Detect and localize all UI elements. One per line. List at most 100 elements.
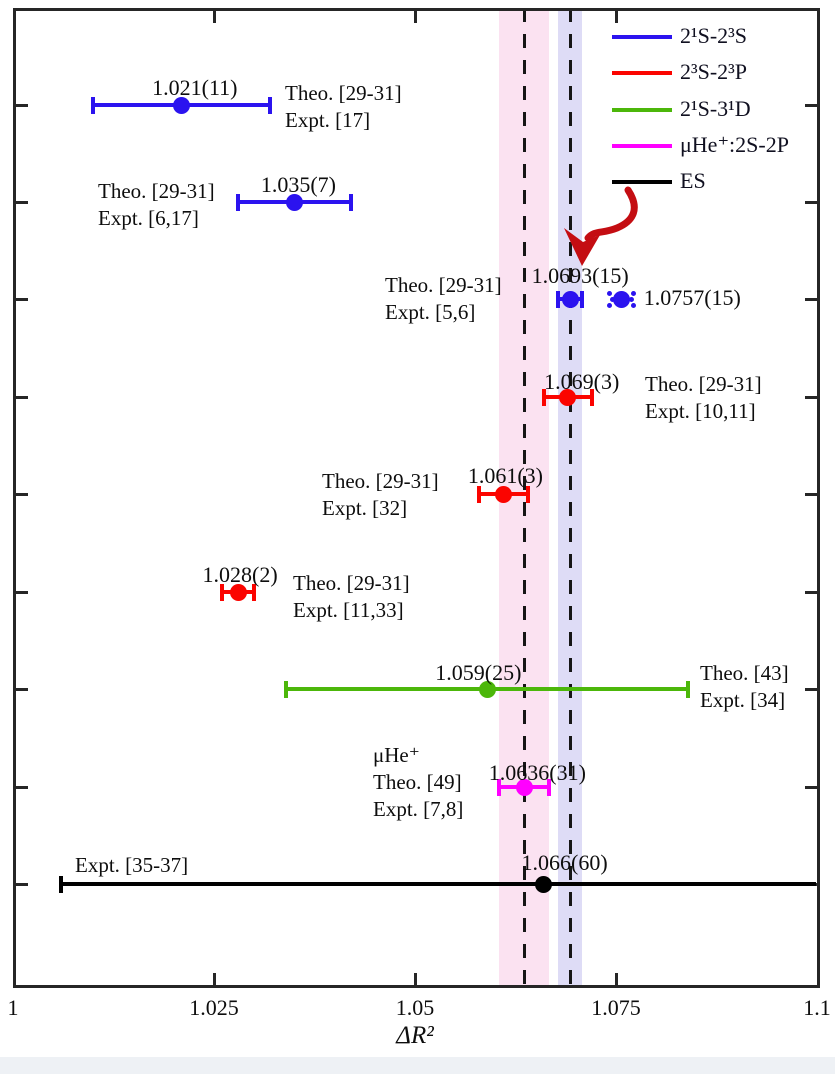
- side-label-line: Expt. [34]: [700, 688, 786, 712]
- errorbar-cap: [348, 193, 353, 211]
- y-tick: [805, 297, 817, 301]
- side-label-line: Expt. [32]: [322, 496, 408, 520]
- side-label-line: Theo. [29-31]: [285, 81, 402, 105]
- reference-side-label: Theo. [29-31] Expt. [10,11]: [645, 371, 762, 425]
- errorbar-cap-dotted: [631, 290, 637, 308]
- side-label-line: Theo. [29-31]: [322, 469, 439, 493]
- y-tick: [16, 687, 28, 691]
- errorbar-cap: [525, 485, 530, 503]
- x-tick-label: 1.1: [803, 995, 831, 1020]
- errorbar-cap: [541, 388, 546, 406]
- x-tick: [212, 973, 216, 985]
- y-tick: [805, 492, 817, 496]
- value-label: 1.0693(15): [531, 263, 629, 288]
- y-tick: [16, 785, 28, 789]
- errorbar-cap: [220, 583, 225, 601]
- reference-side-label: Theo. [29-31] Expt. [5,6]: [385, 272, 502, 326]
- legend-label: 2¹S-2³S: [680, 23, 747, 48]
- side-label-line: Expt. [35-37]: [75, 853, 189, 877]
- errorbar-cap: [686, 680, 691, 698]
- errorbar-cap: [589, 388, 594, 406]
- legend-label: 2¹S-3¹D: [680, 95, 751, 121]
- legend-label: 2³S-2³P: [680, 59, 747, 85]
- value-label: 1.028(2): [202, 562, 278, 587]
- y-tick: [16, 590, 28, 594]
- errorbar-cap: [497, 778, 502, 796]
- reference-side-label: Theo. [29-31] Expt. [17]: [285, 80, 402, 134]
- reference-side-label: Theo. [29-31] Expt. [6,17]: [98, 178, 215, 232]
- y-tick: [805, 590, 817, 594]
- data-marker: [285, 193, 303, 211]
- y-tick: [805, 200, 817, 204]
- x-tick: [614, 11, 618, 23]
- x-tick: [212, 11, 216, 23]
- value-label: 1.035(7): [260, 172, 336, 197]
- y-tick: [805, 687, 817, 691]
- side-label-line: Expt. [7,8]: [373, 797, 464, 821]
- data-marker: [494, 485, 512, 503]
- errorbar: [61, 881, 816, 887]
- x-tick-label: 1.05: [395, 995, 435, 1020]
- legend-label: μHe⁺:2S-2P: [680, 131, 789, 157]
- y-tick: [16, 882, 28, 886]
- side-label-line: Theo. [29-31]: [293, 571, 410, 595]
- errorbar-cap-dotted: [607, 290, 613, 308]
- reference-side-label: Theo. [43] Expt. [34]: [700, 660, 789, 714]
- x-tick: [413, 973, 417, 985]
- legend-line: [612, 180, 672, 185]
- side-label-line: Expt. [6,17]: [98, 206, 199, 230]
- y-tick: [16, 200, 28, 204]
- errorbar-cap: [580, 290, 585, 308]
- data-marker: [515, 778, 533, 796]
- x-tick-label: 1.075: [591, 995, 641, 1020]
- reference-side-label: Theo. [29-31] Expt. [11,33]: [293, 570, 410, 624]
- data-marker: [613, 290, 631, 308]
- errorbar-cap: [477, 485, 482, 503]
- side-label-line: Expt. [17]: [285, 108, 371, 132]
- reference-dashline: [568, 8, 572, 985]
- data-marker: [561, 290, 579, 308]
- value-label: 1.061(3): [467, 463, 544, 488]
- y-tick: [16, 395, 28, 399]
- side-label-line: Expt. [10,11]: [645, 399, 756, 423]
- value-label: 1.059(25): [435, 660, 522, 685]
- x-tick-label: 1: [7, 995, 19, 1020]
- reference-side-label: Theo. [29-31] Expt. [32]: [322, 468, 439, 522]
- errorbar-cap: [59, 875, 64, 893]
- legend-label: ES: [680, 168, 706, 194]
- x-tick: [413, 11, 417, 23]
- errorbar-cap: [556, 290, 561, 308]
- y-tick: [16, 297, 28, 301]
- value-label: 1.021(11): [152, 75, 238, 100]
- errorbar-cap: [252, 583, 257, 601]
- page-edge-strip: [0, 1057, 835, 1074]
- y-tick: [805, 785, 817, 789]
- side-label-line: μHe⁺: [373, 743, 420, 767]
- y-tick: [16, 103, 28, 107]
- x-tick-label: 1.025: [189, 995, 239, 1020]
- plot-frame: [13, 8, 820, 988]
- side-label-line: Theo. [29-31]: [645, 372, 762, 396]
- value-label: 1.066(60): [521, 850, 608, 875]
- reference-side-label: Expt. [35-37]: [75, 852, 188, 879]
- data-marker: [229, 583, 247, 601]
- reference-side-label: μHe⁺ Theo. [49] Expt. [7,8]: [373, 742, 463, 823]
- side-label-line: Theo. [43]: [700, 661, 789, 685]
- errorbar-cap: [91, 96, 96, 114]
- side-label-line: Expt. [11,33]: [293, 598, 404, 622]
- value-label: 1.0757(15): [643, 285, 741, 310]
- legend-line: [612, 107, 672, 112]
- side-label-line: Theo. [29-31]: [385, 273, 502, 297]
- side-label-line: Theo. [49]: [373, 770, 462, 794]
- x-axis-title: ΔR²: [396, 1022, 434, 1049]
- legend-line: [612, 143, 672, 148]
- reference-dashline: [522, 8, 526, 985]
- legend-line: [612, 71, 672, 76]
- legend-line: [612, 35, 672, 39]
- data-marker: [173, 96, 191, 114]
- errorbar-cap: [547, 778, 552, 796]
- data-marker: [478, 680, 496, 698]
- value-label: 1.0636(31): [488, 760, 586, 785]
